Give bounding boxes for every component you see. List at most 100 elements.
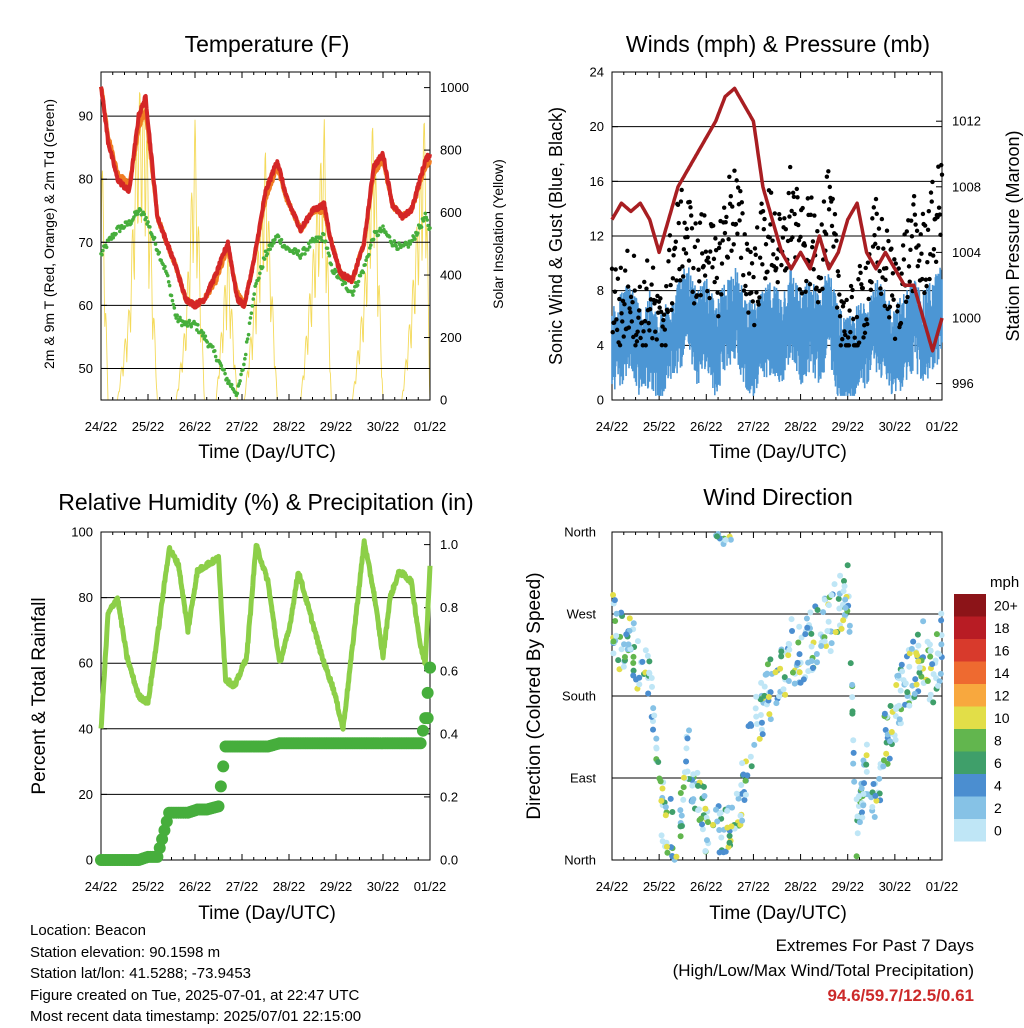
direction-point [785,678,792,685]
dir-xtick-label: 30/22 [879,879,912,894]
direction-point [863,768,870,775]
dewpoint-point [247,321,252,325]
direction-point [781,674,788,681]
colorbar-label: 4 [994,777,1002,793]
gust-point [724,214,729,220]
dewpoint-point [423,211,428,216]
gust-point [698,292,703,298]
gust-point [750,299,755,304]
gust-point [876,226,882,231]
gust-point [711,256,717,262]
gust-point [657,305,662,310]
dewpoint-point [174,316,178,320]
direction-point [741,797,748,804]
dir-ytick-label: East [570,771,596,786]
gust-point [643,343,648,348]
gust-point [930,179,935,185]
direction-point [915,658,922,665]
direction-point [821,596,828,603]
dewpoint-point [382,227,386,232]
gust-point [644,286,649,291]
gust-point [743,283,748,289]
direction-point [804,624,811,631]
direction-point [621,641,628,648]
direction-point [849,708,856,715]
direction-point [924,678,931,685]
gust-point [909,218,914,223]
gust-point [746,310,751,315]
dewpoint-point [175,313,179,317]
gust-point [852,335,857,340]
direction-point [861,780,868,787]
precip-point [217,760,230,773]
direction-point [655,759,662,766]
dewpoint-point [169,293,174,298]
dewpoint-point [396,247,400,251]
gust-point [696,267,701,272]
gust-point [870,216,875,221]
direction-point [738,781,745,788]
gust-point [762,216,767,222]
direction-point [680,784,687,791]
dewpoint-point [122,225,127,229]
dewpoint-point [152,235,157,240]
direction-point [656,775,663,782]
direction-point [808,643,815,650]
solar-insolation-line [100,92,431,401]
dewpoint-point [171,302,176,307]
gust-point [893,261,898,266]
gust-point [794,186,799,192]
gust-point [810,244,815,250]
gust-point [799,291,805,296]
gust-point [672,245,678,251]
gust-point [856,277,861,282]
dewpoint-point [165,273,170,278]
direction-point [789,627,796,634]
direction-point [832,629,839,636]
gust-point [680,264,685,269]
gust-point [702,213,707,218]
direction-point [698,815,705,822]
direction-point [764,670,771,677]
gust-point [859,282,864,287]
winds-ytick-label: 12 [590,229,604,244]
temp-ytick-label: 80 [79,172,93,187]
latest-data-timestamp: Most recent data timestamp: 2025/07/01 2… [30,1008,362,1025]
precip-point [214,780,227,793]
direction-point [765,694,772,701]
direction-point [933,631,940,638]
gust-point [693,221,698,226]
gust-point [899,271,904,276]
direction-point [718,834,725,841]
direction-point [842,596,849,603]
dewpoint-point [268,247,273,252]
gust-point [744,241,750,246]
gust-point [686,258,692,263]
temp-y2tick-label: 600 [440,205,462,220]
gust-point [917,258,922,263]
gust-point [922,223,928,228]
gust-point [869,280,874,285]
direction-point [651,712,658,719]
colorbar-label: 6 [994,755,1002,771]
gust-point [838,343,843,348]
direction-point [927,691,934,698]
gust-point [708,249,713,254]
direction-point [938,632,945,639]
gust-point [900,243,906,248]
direction-point [795,639,802,646]
gust-point [851,316,856,322]
gust-point [666,259,671,264]
direction-point [778,648,785,655]
dewpoint-point [356,279,361,284]
colorbar-label: 16 [994,642,1010,658]
dewpoint-point [118,229,122,234]
dewpoint-point [251,297,256,301]
gust-point [675,202,681,208]
gust-point [928,190,934,195]
gust-point [751,274,756,280]
gust-point [714,275,720,281]
gust-point [843,332,848,338]
temp-xtick-label: 28/22 [273,419,306,434]
gust-point [848,329,853,335]
